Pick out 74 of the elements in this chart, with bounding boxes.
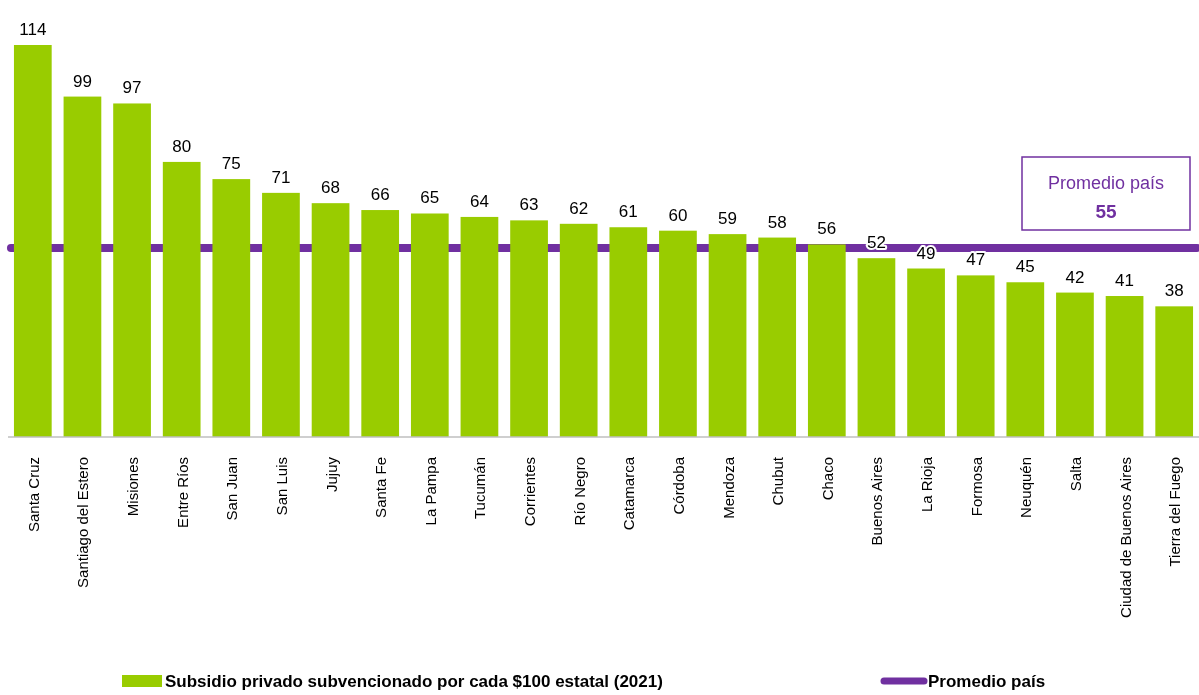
data-label: 65 [420,188,440,208]
data-label: 45 [1015,257,1035,277]
data-label: 80 [172,136,192,156]
bar [559,223,598,437]
data-label: 97 [122,78,142,98]
x-tick-label: Formosa [967,456,985,517]
bar [361,210,400,437]
data-label: 99 [72,71,92,91]
x-tick-label: Jujuy [322,456,340,493]
data-label: 47 [966,250,986,270]
x-tick-label: Chubut [769,456,787,506]
bar [1056,292,1094,437]
x-tick-label: Río Negro [570,457,588,526]
bar [63,96,102,437]
legend-label: Promedio país [928,672,1046,691]
bar [609,227,648,437]
bar [262,192,300,437]
legend-label: Subsidio privado subvencionado por cada $100 estatal (2021) [165,672,663,691]
bar [807,244,846,437]
data-label: 56 [817,219,837,239]
data-label: 64 [469,191,489,211]
bar [113,103,151,437]
bar [510,220,548,437]
data-label: 60 [668,205,688,225]
bar [708,234,747,437]
data-label: 59 [718,209,738,229]
text: Promedio país [1047,173,1165,193]
data-label: 61 [618,202,638,222]
x-tick-label: Tierra del Fuego [1166,457,1184,567]
x-tick-label: Entre Ríos [173,457,191,528]
x-tick-label: La Rioja [918,456,936,513]
bar [857,258,896,437]
bar [1105,296,1144,437]
annotation: 55 [1095,201,1117,222]
data-label: 62 [569,198,589,218]
bar [956,275,995,437]
x-tick-label: Salta [1066,456,1084,492]
data-label: 41 [1115,271,1135,291]
x-tick-label: Corrientes [521,457,539,527]
bar [1155,306,1194,437]
x-tick-label: Ciudad de Buenos Aires [1116,457,1134,618]
bar [1006,282,1045,437]
x-tick-label: Santiago del Estero [74,457,92,588]
x-tick-label: Buenos Aires [868,457,886,546]
bar [212,179,251,437]
x-tick-label: Chaco [818,457,836,501]
data-label: 42 [1065,267,1085,287]
x-tick-label: Córdoba [669,456,687,515]
x-tick-label: Santa Cruz [24,457,42,533]
x-tick-label: San Luis [272,457,290,516]
data-label: 114 [19,20,47,39]
x-tick-label: Misiones [124,457,142,517]
x-tick-label: Catamarca [620,456,638,531]
x-tick-label: San Juan [223,457,241,521]
bar [162,161,201,437]
bar [311,203,350,437]
data-label: 75 [221,154,241,174]
data-label: 58 [767,212,787,232]
bar [907,268,945,437]
x-tick-label: Mendoza [719,456,737,519]
data-label: 68 [321,178,341,198]
bar [13,45,52,437]
x-tick-label: Tucumán [471,457,489,519]
x-tick-label: La Pampa [421,456,439,526]
bar [460,216,499,437]
data-label: 66 [370,185,390,205]
x-tick-label: Santa Fe [372,457,390,518]
x-tick-label: Neuquén [1017,457,1035,518]
data-label: 71 [271,167,291,187]
data-label: 63 [519,195,539,215]
bar [758,237,797,437]
bar [410,213,449,437]
bar [659,230,697,437]
data-label: 38 [1164,281,1184,301]
